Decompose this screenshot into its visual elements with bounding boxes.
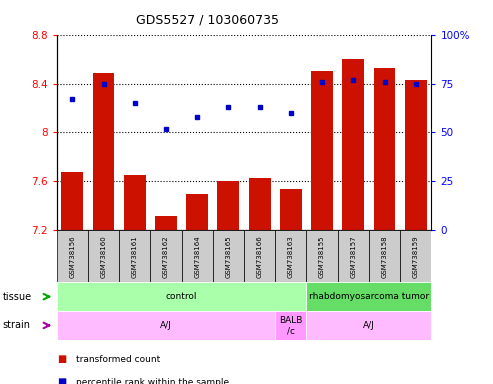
Bar [186,194,208,230]
Text: GDS5527 / 103060735: GDS5527 / 103060735 [136,13,279,26]
Bar [57,230,88,282]
Bar [307,230,338,282]
Text: ■: ■ [57,354,66,364]
Bar [280,189,302,230]
Text: GSM738166: GSM738166 [257,235,263,278]
Text: percentile rank within the sample: percentile rank within the sample [76,377,230,384]
Text: GSM738165: GSM738165 [225,235,231,278]
Bar [307,282,431,311]
Bar [369,230,400,282]
Bar [400,230,431,282]
Bar [119,230,150,282]
Bar [155,216,177,230]
Text: GSM738164: GSM738164 [194,235,200,278]
Text: A/J: A/J [363,321,375,330]
Bar [374,68,395,230]
Text: tissue: tissue [2,291,32,302]
Bar [150,230,181,282]
Bar [213,230,244,282]
Text: GSM738157: GSM738157 [351,235,356,278]
Text: GSM738162: GSM738162 [163,235,169,278]
Bar [124,175,145,230]
Bar [93,73,114,230]
Bar [244,230,275,282]
Bar [275,311,307,340]
Text: A/J: A/J [160,321,172,330]
Text: GSM738158: GSM738158 [382,235,387,278]
Text: GSM738160: GSM738160 [101,235,106,278]
Bar [61,172,83,230]
Text: control: control [166,292,197,301]
Bar [311,71,333,230]
Bar [342,59,364,230]
Bar [217,182,240,230]
Bar [307,311,431,340]
Text: rhabdomyosarcoma tumor: rhabdomyosarcoma tumor [309,292,429,301]
Bar [405,80,427,230]
Bar [88,230,119,282]
Text: ■: ■ [57,377,66,384]
Bar [249,178,271,230]
Bar [181,230,213,282]
Text: GSM738155: GSM738155 [319,235,325,278]
Text: strain: strain [2,320,31,331]
Bar [338,230,369,282]
Text: BALB
/c: BALB /c [279,316,303,335]
Text: GSM738156: GSM738156 [70,235,75,278]
Text: GSM738159: GSM738159 [413,235,419,278]
Text: GSM738161: GSM738161 [132,235,138,278]
Bar [57,311,275,340]
Text: transformed count: transformed count [76,354,161,364]
Bar [57,282,307,311]
Bar [275,230,307,282]
Text: GSM738163: GSM738163 [288,235,294,278]
